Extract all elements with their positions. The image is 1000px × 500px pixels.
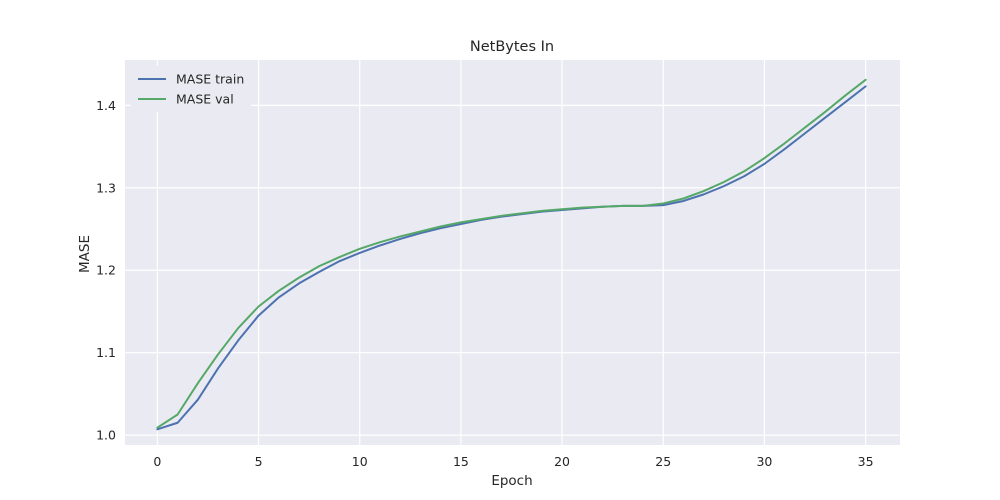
x-tick-label: 15 — [453, 454, 469, 469]
x-tick-label: 10 — [352, 454, 368, 469]
x-tick-label: 20 — [554, 454, 570, 469]
plot-area — [125, 60, 900, 445]
y-tick-label: 1.3 — [96, 180, 116, 195]
y-axis-label: MASE — [77, 235, 93, 273]
y-tick-label: 1.1 — [96, 345, 116, 360]
legend-label-mase-train: MASE train — [176, 72, 244, 87]
x-tick-label: 5 — [255, 454, 263, 469]
y-tick-label: 1.0 — [96, 428, 116, 443]
chart-title: NetBytes In — [470, 39, 554, 55]
x-tick-label: 25 — [655, 454, 671, 469]
series-lines — [156, 78, 867, 431]
y-tick-label: 1.2 — [96, 263, 116, 278]
series-line-mase-val — [156, 78, 867, 429]
x-axis-label: Epoch — [491, 473, 532, 489]
legend-label-mase-val: MASE val — [176, 92, 234, 107]
legend-box — [131, 66, 251, 112]
x-tick-labels: 0 5 10 15 20 25 30 35 — [153, 454, 873, 469]
grid — [125, 60, 900, 445]
x-tick-label: 30 — [756, 454, 772, 469]
x-tick-label: 0 — [153, 454, 161, 469]
y-tick-label: 1.4 — [96, 98, 116, 113]
y-tick-labels: 1.0 1.1 1.2 1.3 1.4 — [96, 98, 116, 443]
legend: MASE train MASE val — [131, 66, 251, 112]
x-tick-label: 35 — [858, 454, 874, 469]
